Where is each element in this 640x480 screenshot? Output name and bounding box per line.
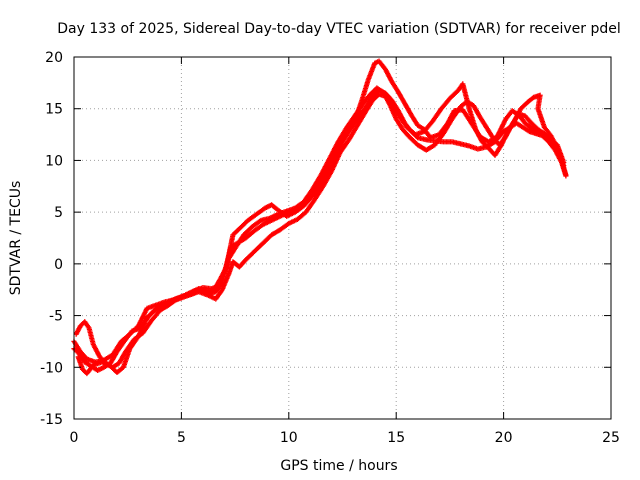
series-track-b [73, 85, 567, 370]
x-tick-label: 25 [602, 430, 620, 446]
x-tick-label: 5 [177, 430, 186, 446]
data-layer [71, 58, 569, 377]
series-track-c [75, 81, 567, 377]
y-tick-label: 10 [45, 153, 63, 169]
y-tick-label: 5 [54, 205, 63, 221]
data-point [563, 172, 569, 178]
y-tick-label: -15 [40, 412, 63, 428]
tick-layer: 0 5 10 15 20 25 -15 -10 -5 0 5 10 15 20 [40, 50, 620, 446]
x-tick-label: 15 [387, 430, 405, 446]
y-tick-label: -5 [49, 309, 63, 325]
y-tick-label: 0 [54, 257, 63, 273]
y-tick-label: 20 [45, 50, 63, 66]
series-track-d [71, 58, 569, 373]
plot-frame [73, 56, 612, 420]
y-tick-label: -10 [40, 360, 63, 376]
grid-layer [74, 57, 611, 419]
x-tick-label: 10 [280, 430, 298, 446]
x-tick-label: 20 [495, 430, 513, 446]
y-axis-label: SDTVAR / TECUs [8, 181, 24, 296]
chart-title: Day 133 of 2025, Sidereal Day-to-day VTE… [57, 21, 621, 37]
x-axis-label: GPS time / hours [280, 458, 397, 474]
x-tick-label: 0 [70, 430, 79, 446]
y-tick-label: 15 [45, 102, 63, 118]
